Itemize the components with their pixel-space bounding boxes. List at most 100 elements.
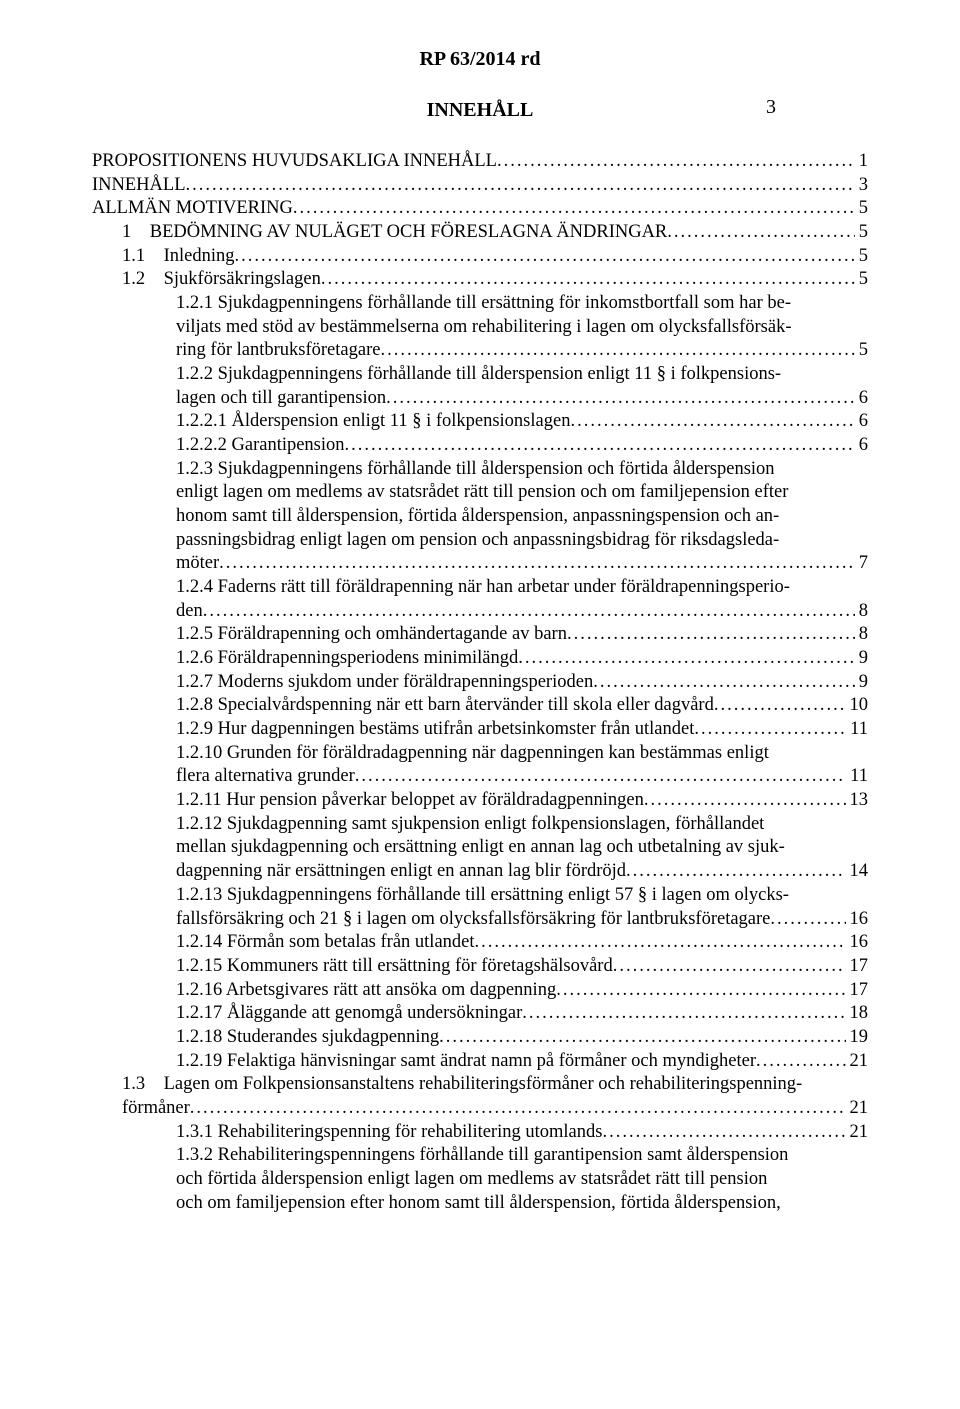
toc-entry-line: 1.2.2 Sjukdagpenningens förhållande till… (176, 363, 868, 387)
toc-entry: 1.2.19 Felaktiga hänvisningar samt ändra… (92, 1050, 868, 1074)
toc-entry: 1.2.7 Moderns sjukdom under föräldrapenn… (92, 671, 868, 695)
toc-entry: 1.2.8 Specialvårdspenning när ett barn å… (92, 694, 868, 718)
toc-entry-label: flera alternativa grunder (176, 765, 355, 789)
toc-leader-dots (667, 221, 854, 245)
toc-entry-page: 8 (855, 600, 868, 624)
toc-entry-label: förmåner (122, 1097, 190, 1121)
toc-leader-dots (770, 908, 845, 932)
toc-leader-dots (518, 647, 855, 671)
toc-entry-line: 1.3.2 Rehabiliteringspenningens förhålla… (176, 1144, 868, 1168)
toc-leader-dots (186, 174, 855, 198)
toc-entry-page: 21 (846, 1121, 869, 1145)
toc-leader-dots (219, 552, 855, 576)
toc-entry-last-line: ring för lantbruksföretagare 5 (176, 339, 868, 363)
toc-entry-page: 10 (846, 694, 869, 718)
toc-entry-label: lagen och till garantipension (176, 387, 386, 411)
toc-entry: 1.2.15 Kommuners rätt till ersättning fö… (92, 955, 868, 979)
toc-entry: 1.2.3 Sjukdagpenningens förhållande till… (92, 458, 868, 576)
toc-leader-dots (293, 197, 855, 221)
toc-entry: 1.2.18 Studerandes sjukdagpenning 19 (92, 1026, 868, 1050)
toc-entry-page: 8 (855, 623, 868, 647)
toc-entry: 1.2.2.2 Garantipension6 (92, 434, 868, 458)
toc-entry-page: 17 (846, 955, 869, 979)
toc-entry-page: 5 (855, 245, 868, 269)
toc-entry: PROPOSITIONENS HUVUDSAKLIGA INNEHÅLL 1 (92, 150, 868, 174)
toc-entry-label: 1.2.17 Åläggande att genomgå undersöknin… (176, 1002, 522, 1026)
toc-leader-dots (644, 789, 846, 813)
toc-entry-last-line: möter7 (176, 552, 868, 576)
toc-entry-label: 1.2.19 Felaktiga hänvisningar samt ändra… (176, 1050, 756, 1074)
toc-entry-page: 11 (846, 718, 868, 742)
toc-entry-last-line: flera alternativa grunder 11 (176, 765, 868, 789)
toc-entry: 1.2.16 Arbetsgivares rätt att ansöka om … (92, 979, 868, 1003)
toc-entry-last-line: fallsförsäkring och 21 § i lagen om olyc… (176, 908, 868, 932)
toc-entry-page: 5 (855, 221, 868, 245)
toc-entry-page: 21 (846, 1097, 869, 1121)
toc-entry-line: 1.2.13 Sjukdagpenningens förhållande til… (176, 884, 868, 908)
table-of-contents: PROPOSITIONENS HUVUDSAKLIGA INNEHÅLL1INN… (92, 150, 868, 1215)
toc-entry-line: passningsbidrag enligt lagen om pension … (176, 529, 868, 553)
toc-leader-dots (694, 718, 846, 742)
toc-leader-dots (497, 150, 855, 174)
toc-leader-dots (570, 410, 854, 434)
toc-entry-line: 1.2.4 Faderns rätt till föräldrapenning … (176, 576, 868, 600)
toc-entry-line: 1.3 Lagen om Folkpensionsanstaltens reha… (122, 1073, 868, 1097)
toc-entry: 1.2.6 Föräldrapenningsperiodens minimilä… (92, 647, 868, 671)
toc-entry-label: 1.2.18 Studerandes sjukdagpenning (176, 1026, 439, 1050)
toc-entry-label: 1.3.1 Rehabiliteringspenning för rehabil… (176, 1121, 602, 1145)
toc-entry: 1.2.13 Sjukdagpenningens förhållande til… (92, 884, 868, 931)
toc-entry-page: 9 (855, 647, 868, 671)
toc-leader-dots (613, 955, 846, 979)
toc-entry-label: 1.2.7 Moderns sjukdom under föräldrapenn… (176, 671, 593, 695)
toc-entry: 1.2.10 Grunden för föräldradagpenning nä… (92, 742, 868, 789)
toc-entry-label: 1.2.11 Hur pension påverkar beloppet av … (176, 789, 644, 813)
toc-entry: 1.3.1 Rehabiliteringspenning för rehabil… (92, 1121, 868, 1145)
toc-entry-last-line: lagen och till garantipension 6 (176, 387, 868, 411)
document-header-page-number: 3 (766, 96, 776, 119)
toc-leader-dots (203, 600, 855, 624)
toc-entry-page: 6 (855, 387, 868, 411)
toc-entry-line: honom samt till ålderspension, förtida å… (176, 505, 868, 529)
toc-entry-line: 1.2.3 Sjukdagpenningens förhållande till… (176, 458, 868, 482)
toc-entry-page: 16 (846, 908, 869, 932)
toc-entry-label: 1.2.15 Kommuners rätt till ersättning fö… (176, 955, 613, 979)
toc-entry: 1 BEDÖMNING AV NULÄGET OCH FÖRESLAGNA ÄN… (92, 221, 868, 245)
toc-entry: INNEHÅLL3 (92, 174, 868, 198)
toc-entry-last-line: dagpenning när ersättningen enligt en an… (176, 860, 868, 884)
toc-entry-page: 5 (855, 197, 868, 221)
toc-entry-label: ring för lantbruksföretagare (176, 339, 380, 363)
toc-entry-label: 1 BEDÖMNING AV NULÄGET OCH FÖRESLAGNA ÄN… (122, 221, 667, 245)
toc-leader-dots (380, 339, 854, 363)
toc-entry-label: INNEHÅLL (92, 174, 186, 198)
toc-entry-page: 11 (846, 765, 868, 789)
toc-leader-dots (235, 245, 855, 269)
toc-entry-label: 1.2.5 Föräldrapenning och omhändertagand… (176, 623, 567, 647)
toc-leader-dots (386, 387, 855, 411)
toc-entry-line: enligt lagen om medlems av statsrådet rä… (176, 481, 868, 505)
toc-entry-label: 1.2.9 Hur dagpenningen bestäms utifrån a… (176, 718, 694, 742)
toc-entry-page: 19 (846, 1026, 869, 1050)
toc-entry: ALLMÄN MOTIVERING5 (92, 197, 868, 221)
toc-entry-page: 17 (846, 979, 869, 1003)
toc-entry-line: mellan sjukdagpenning och ersättning enl… (176, 836, 868, 860)
document-header-title: RP 63/2014 rd (419, 48, 540, 70)
toc-leader-dots (321, 268, 855, 292)
toc-entry-label: 1.2.16 Arbetsgivares rätt att ansöka om … (176, 979, 556, 1003)
toc-leader-dots (345, 434, 855, 458)
toc-entry-page: 5 (855, 339, 868, 363)
toc-leader-dots (567, 623, 855, 647)
toc-entry-last-line: och om familjepension efter honom samt t… (176, 1192, 868, 1216)
toc-entry-page: 16 (846, 931, 869, 955)
toc-entry-last-line: den8 (176, 600, 868, 624)
toc-entry-page: 1 (855, 150, 868, 174)
toc-entry-page: 13 (846, 789, 869, 813)
toc-entry-page: 18 (846, 1002, 869, 1026)
toc-leader-dots (355, 765, 846, 789)
toc-entry: 1.2.1 Sjukdagpenningens förhållande till… (92, 292, 868, 363)
toc-entry: 1.3 Lagen om Folkpensionsanstaltens reha… (92, 1073, 868, 1120)
toc-leader-dots (714, 694, 846, 718)
toc-leader-dots (190, 1097, 846, 1121)
toc-entry-line: och förtida ålderspension enligt lagen o… (176, 1168, 868, 1192)
toc-entry-label: PROPOSITIONENS HUVUDSAKLIGA INNEHÅLL (92, 150, 497, 174)
toc-entry-last-line: förmåner 21 (122, 1097, 868, 1121)
